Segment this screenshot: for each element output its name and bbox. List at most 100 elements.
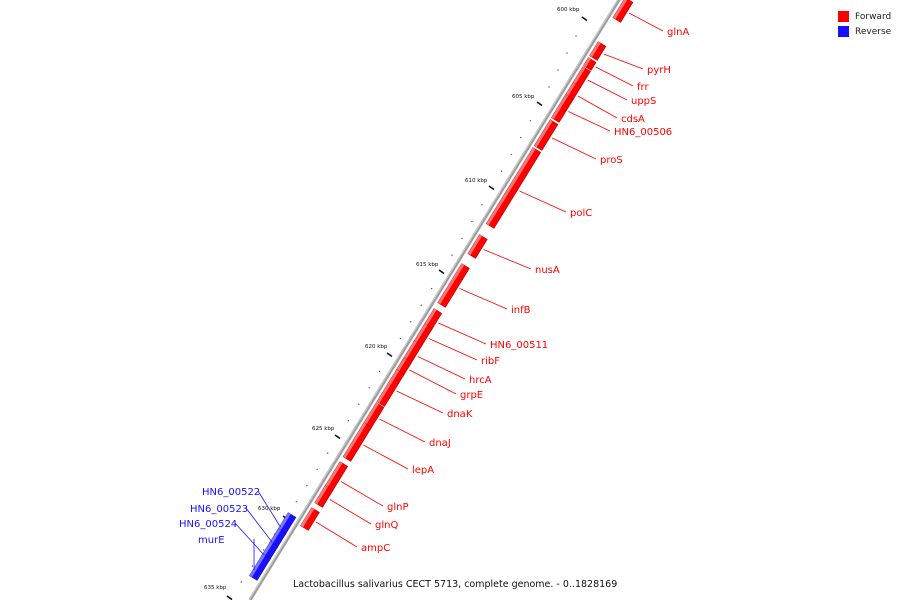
gene-bevel <box>572 66 586 85</box>
kbp-tick-label: 620 kbp <box>365 344 388 350</box>
minor-tick <box>461 237 463 240</box>
gene-label: polC <box>570 208 592 219</box>
minor-tick <box>410 321 412 323</box>
kbp-tick-mark <box>386 352 393 358</box>
minor-tick <box>520 136 522 139</box>
gene-glyph[interactable] <box>533 119 559 151</box>
gene-bevel <box>300 507 315 528</box>
minor-tick <box>420 304 422 306</box>
gene-bevel <box>589 41 601 58</box>
kbp-tick-mark <box>226 595 233 600</box>
gene-bevel <box>314 485 328 505</box>
gene-bevel <box>583 57 591 68</box>
gene-label: ampC <box>361 543 390 554</box>
forward-swatch <box>838 11 849 22</box>
minor-tick <box>358 403 360 405</box>
gene-glyph[interactable] <box>249 553 272 581</box>
gene-leader-line <box>417 356 466 380</box>
kbp-tick-mark <box>334 434 341 440</box>
kbp-tick-mark <box>488 185 495 191</box>
gene-murE[interactable] <box>249 553 272 581</box>
gene-nusA[interactable] <box>467 234 488 259</box>
gene-leader-line <box>409 369 457 395</box>
gene-bevel <box>401 340 417 364</box>
minor-tick <box>557 69 559 71</box>
genome-caption: Lactobacillus salivarius CECT 5713, comp… <box>293 579 618 590</box>
genome-backbone <box>248 0 621 600</box>
gene-leader-line <box>234 522 264 555</box>
gene-label: HN6_00524 <box>179 519 237 530</box>
gene-leader-line <box>519 190 567 213</box>
gene-bevel <box>249 553 266 578</box>
gene-label: infB <box>511 305 531 316</box>
kbp-tick-label: 610 kbp <box>465 178 488 184</box>
gene-leader-line <box>257 490 281 528</box>
gene-lepA[interactable] <box>342 422 373 462</box>
gene-pyrH[interactable] <box>589 41 607 61</box>
gene-proS[interactable] <box>533 119 559 151</box>
gene-bevel <box>277 512 291 533</box>
gene-ampC[interactable] <box>300 507 320 531</box>
tick-layer: 600 kbp 605 kbp 610 kbp 615 kbp 620 kbp 625 k… <box>204 7 588 600</box>
gene-dnaK[interactable] <box>376 369 405 407</box>
gene-label: HN6_00523 <box>190 504 248 515</box>
backbone-layer <box>248 0 621 600</box>
gene-bevel <box>437 263 465 305</box>
reverse-swatch <box>838 26 849 37</box>
gene-infB[interactable] <box>437 263 470 308</box>
gene-leader-line <box>483 249 532 270</box>
gene-glnA[interactable] <box>612 0 634 23</box>
minor-tick <box>326 452 329 454</box>
gene-label: hrcA <box>469 375 492 386</box>
gene-label: dnaJ <box>429 438 451 449</box>
gene-leader-line <box>438 322 487 345</box>
gene-glyph[interactable] <box>485 147 542 229</box>
gene-bevel <box>422 308 437 329</box>
gene-bevel <box>343 422 367 459</box>
minor-tick <box>566 52 568 54</box>
minor-tick <box>262 549 265 551</box>
gene-label: murE <box>198 535 225 546</box>
gene-polC[interactable] <box>485 147 542 229</box>
gene-leader-line <box>379 418 426 443</box>
gene-glnQ[interactable] <box>314 485 334 508</box>
legend-item-reverse: Reverse <box>838 24 891 39</box>
legend: Forward Reverse <box>838 9 891 39</box>
minor-tick <box>316 468 318 471</box>
gene-leader-line <box>459 288 508 310</box>
gene-HN6_00506[interactable] <box>551 94 574 123</box>
legend-item-forward: Forward <box>838 9 891 24</box>
minor-tick <box>575 35 577 37</box>
gene-bevel <box>395 357 407 374</box>
minor-tick <box>295 501 298 503</box>
gene-frr[interactable] <box>583 57 597 71</box>
gene-label: HN6_00522 <box>202 487 260 498</box>
gene-layer <box>249 0 634 581</box>
gene-leader-line <box>340 481 384 507</box>
legend-label: Forward <box>855 11 892 22</box>
gene-bevel <box>551 94 569 120</box>
minor-tick <box>378 370 381 373</box>
minor-tick <box>368 387 370 389</box>
gene-glyph[interactable] <box>551 94 574 123</box>
gene-label: glnQ <box>375 520 398 531</box>
gene-bevel <box>376 369 400 404</box>
gene-bevel <box>534 119 553 148</box>
gene-leader-line <box>577 95 618 119</box>
gene-label: HN6_00511 <box>490 340 548 351</box>
gene-label: pyrH <box>647 65 671 76</box>
gene-leader-line <box>245 507 272 542</box>
gene-leader-line <box>315 521 358 548</box>
gene-label: grpE <box>460 390 483 401</box>
gene-label: glnA <box>667 27 689 38</box>
gene-leader-line <box>428 338 478 361</box>
gene-label: lepA <box>412 465 434 476</box>
gene-bevel <box>612 0 628 20</box>
gene-label: frr <box>637 82 649 93</box>
gene-label: glnP <box>387 502 409 513</box>
gene-leader-line <box>595 66 634 87</box>
kbp-tick-label: 635 kbp <box>204 585 227 591</box>
minor-tick <box>510 153 512 156</box>
gene-label: cdsA <box>621 114 645 125</box>
